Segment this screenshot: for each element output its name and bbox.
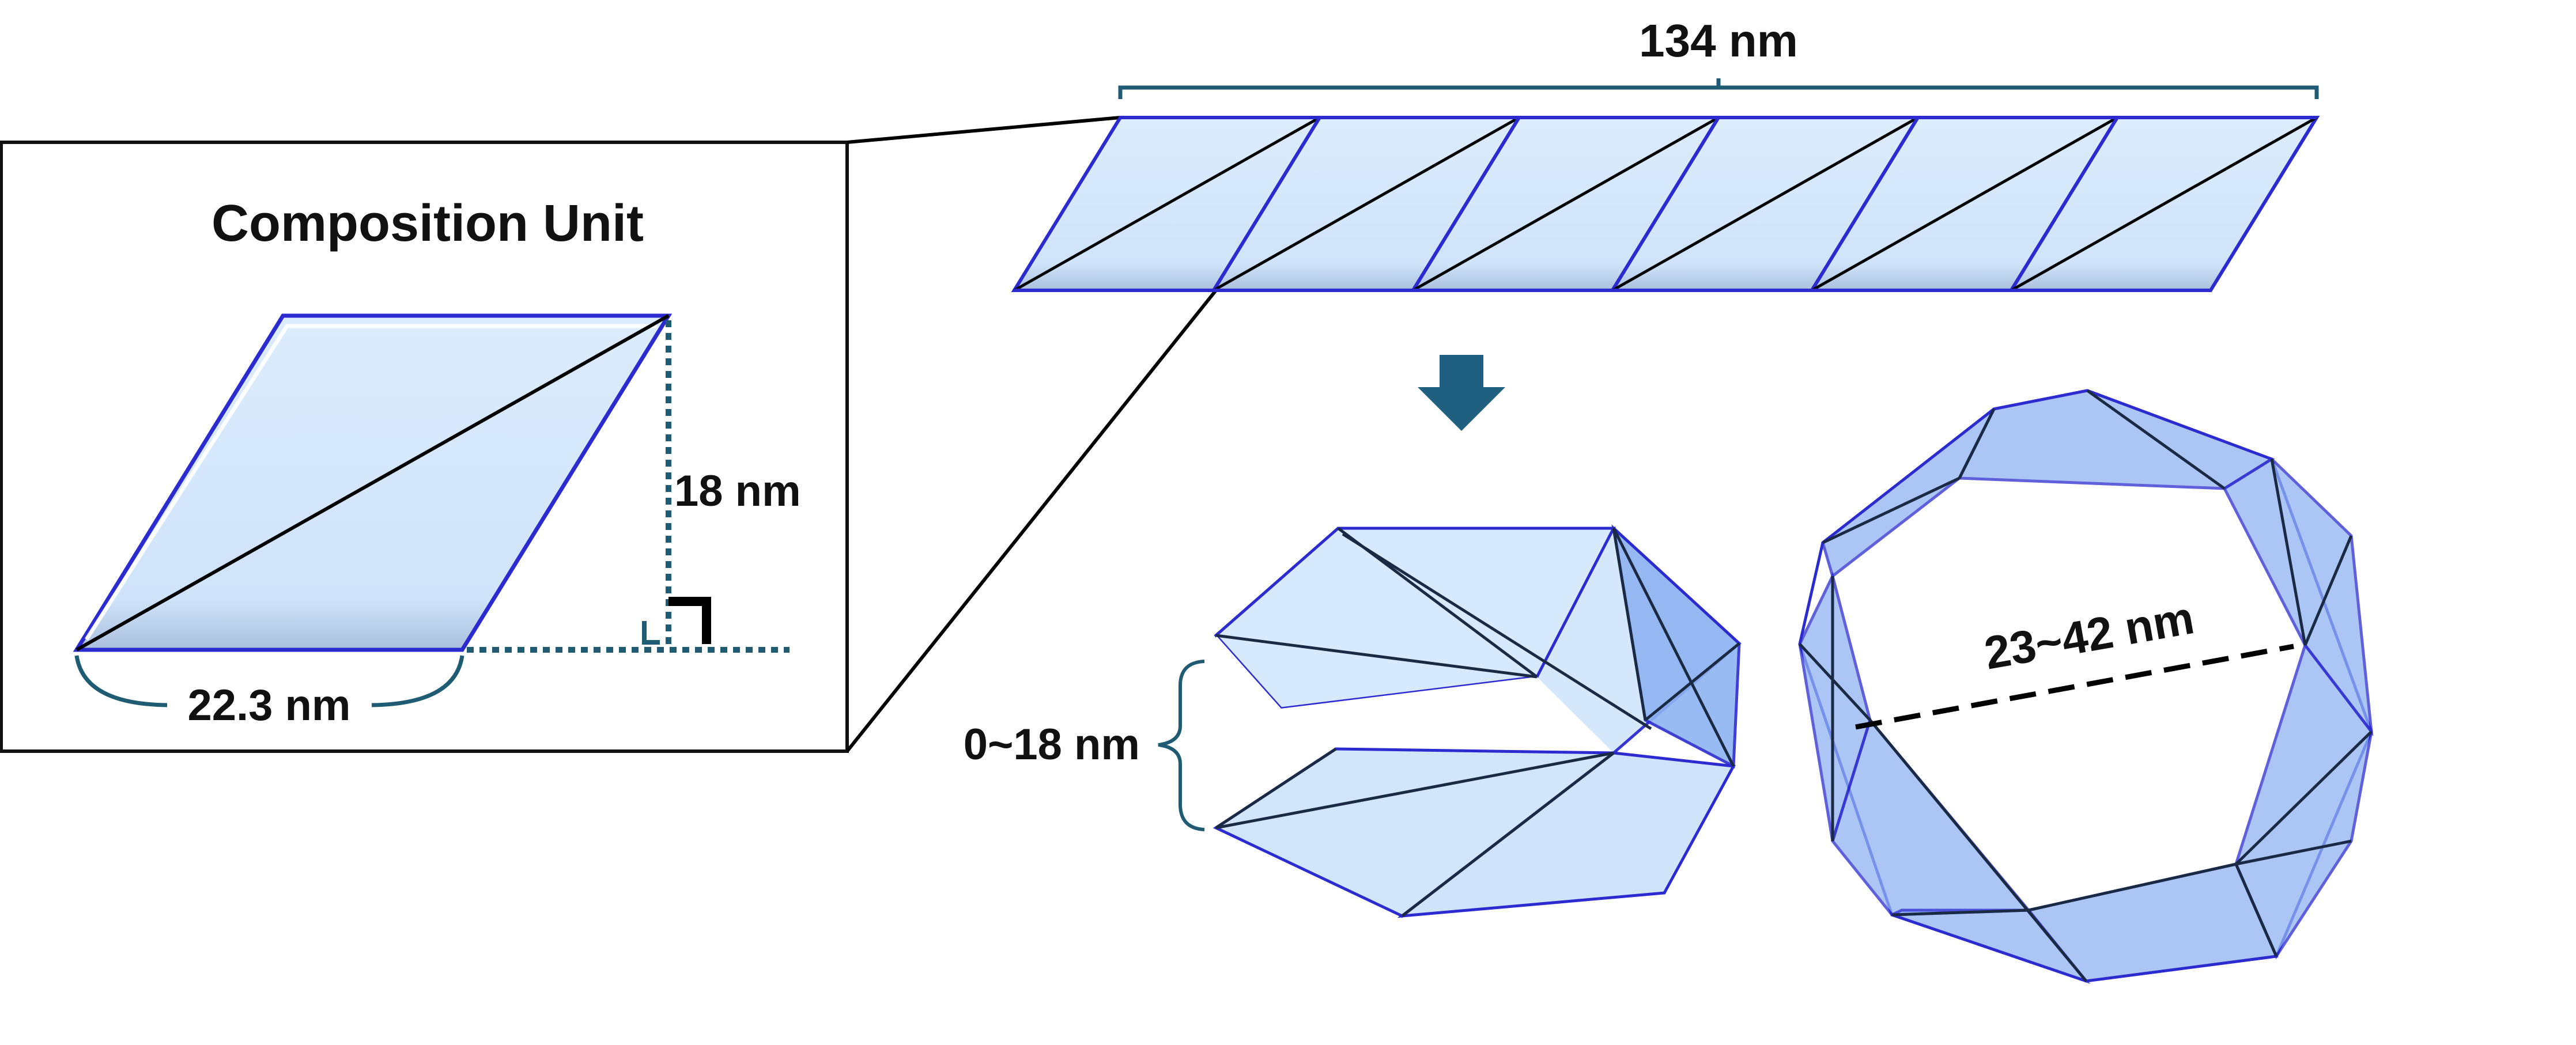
gap-dimension: 0~18 nm — [964, 660, 1205, 831]
strip-length-label: 134 nm — [1639, 15, 1798, 66]
right-angle-marker — [668, 597, 711, 644]
gap-label: 0~18 nm — [964, 720, 1140, 769]
zoom-line-bottom — [845, 289, 1218, 752]
tube-side-view: 0~18 nm — [964, 524, 1742, 918]
tube-end-view: 23~42 nm — [1798, 389, 2374, 985]
unit-parallelogram — [73, 313, 673, 652]
unit-diagonal — [75, 314, 670, 652]
down-arrow-icon — [1418, 355, 1505, 431]
width-label: 22.3 nm — [187, 681, 350, 730]
diameter-label: 23~42 nm — [1981, 592, 2198, 679]
width-dimension: 22.3 nm — [74, 655, 464, 730]
strip-length-dimension: 134 nm — [1118, 15, 2319, 99]
zoom-line-top — [847, 116, 1121, 144]
inset-title: Composition Unit — [211, 195, 644, 252]
unit-strip — [1011, 116, 2320, 292]
height-dimension: 18 nm — [467, 320, 801, 653]
composition-unit-inset: Composition Unit 18 nm 22.3 nm — [0, 141, 849, 753]
height-label: 18 nm — [674, 467, 801, 516]
diameter-line — [1855, 643, 2294, 730]
